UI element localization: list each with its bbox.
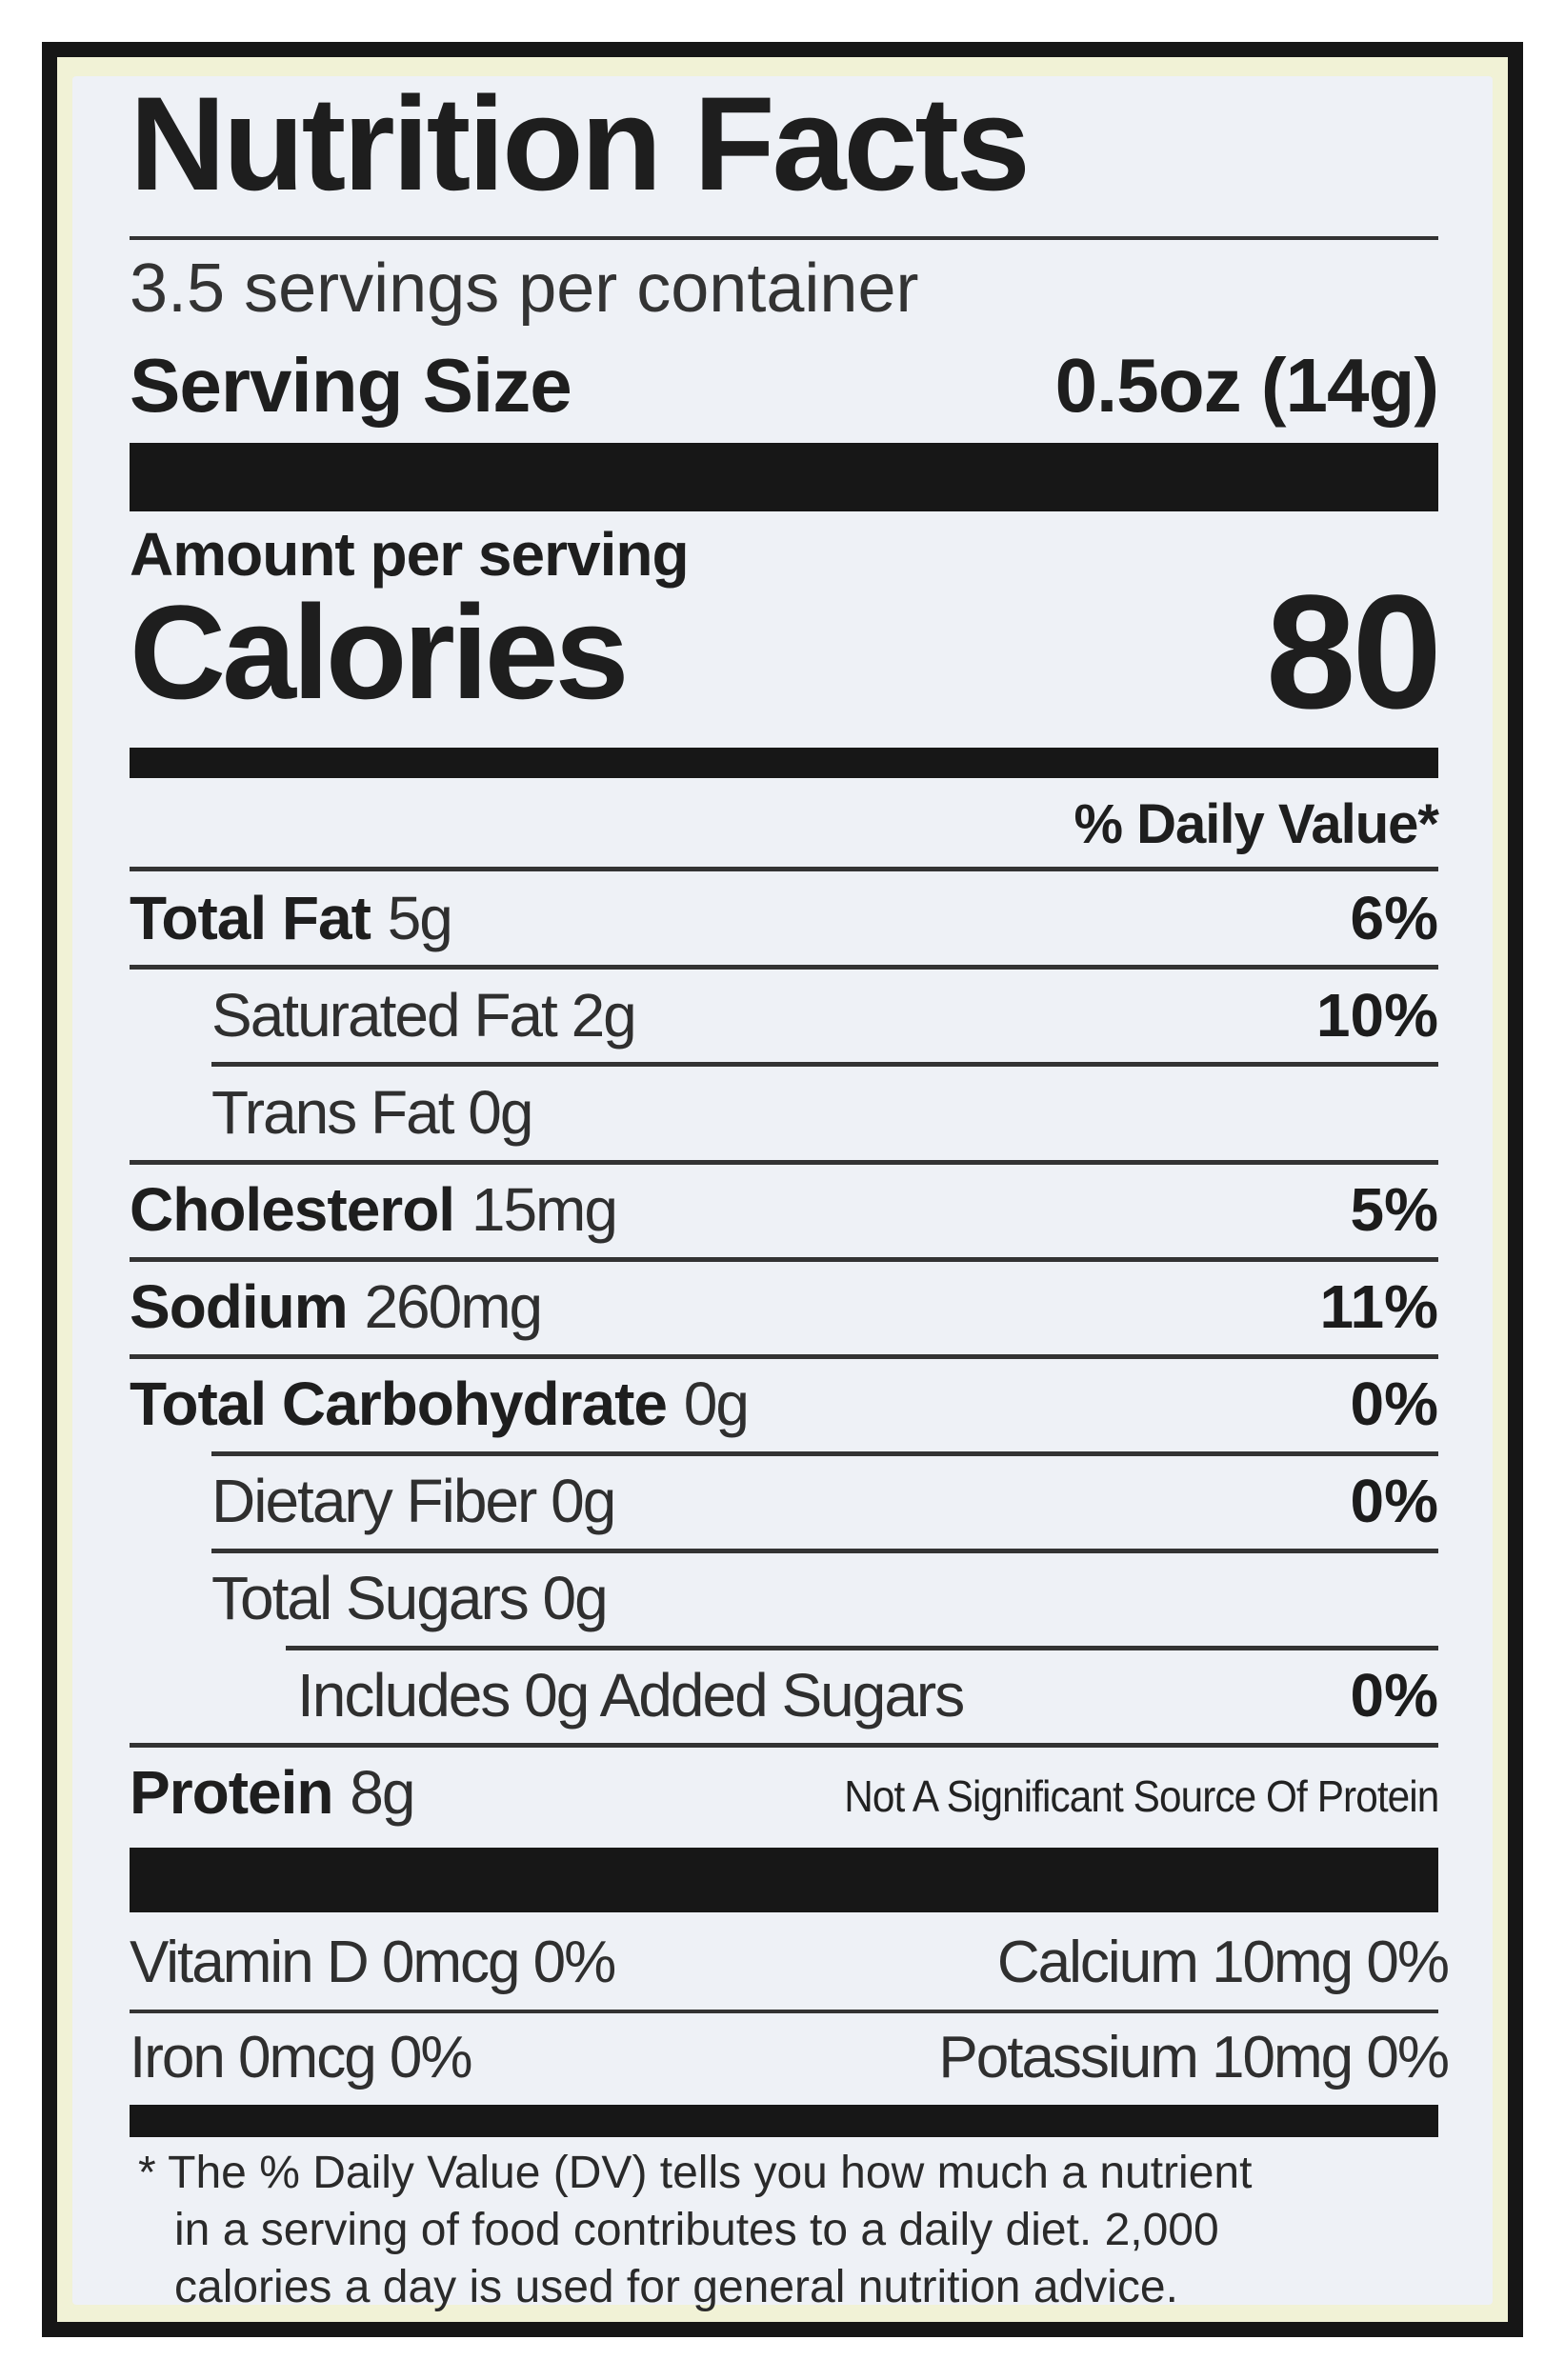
nutrient-row-total-fat: Total Fat 5g 6% [130,874,1438,962]
nutrient-row-cholesterol: Cholesterol 15mg 5% [130,1166,1438,1253]
nutrient-dv: 6% [1350,884,1439,952]
nutrient-amount: 8g [350,1758,415,1827]
protein-note: Not A Significant Source Of Protein [843,1771,1439,1821]
nutrient-name: Cholesterol [130,1175,455,1244]
nutrient-row-total-sugars: Total Sugars 0g [130,1554,1438,1642]
nutrient-dv: 0% [1350,1661,1439,1730]
nutrient-name: Saturated Fat [211,981,558,1050]
vitamin-d: Vitamin D 0mcg 0% [130,1930,616,1995]
potassium: Potassium 10mg 0% [938,2025,1450,2090]
serving-size-label: Serving Size [130,343,572,428]
vitamin-rule [130,2010,1438,2013]
nutrient-amount: 0g [542,1564,609,1632]
nutrient-amount: 0g [683,1370,750,1438]
row-rule [130,965,1438,970]
nutrient-dv: 11% [1319,1272,1438,1341]
row-rule [130,1160,1438,1165]
dv-rule [130,867,1438,871]
nutrient-row-total-carbohydrate: Total Carbohydrate 0g 0% [130,1360,1438,1448]
thick-bar-calories [130,748,1438,778]
nutrient-amount: 260mg [364,1272,543,1341]
nutrient-row-added-sugars: Includes 0g Added Sugars 0% [130,1651,1438,1739]
row-rule [211,1549,1438,1553]
thick-bar-vitamins [130,1848,1438,1912]
nutrient-amount: 15mg [471,1175,618,1244]
row-rule [211,1451,1438,1456]
thick-bar-top [130,443,1438,511]
row-rule [211,1062,1438,1067]
nutrition-title: Nutrition Facts [130,69,1031,218]
nutrient-row-protein: Protein 8g Not A Significant Source Of P… [130,1749,1439,1836]
nutrient-dv: 0% [1350,1370,1439,1438]
nutrient-row-trans-fat: Trans Fat 0g [130,1069,1438,1156]
nutrient-name: Total Sugars [211,1564,530,1632]
nutrient-name: Trans Fat [211,1078,454,1147]
nutrient-dv: 5% [1350,1175,1439,1244]
nutrient-amount: 2g [571,981,637,1050]
nutrient-name: Dietary Fiber [211,1467,537,1535]
row-rule [130,1743,1438,1748]
calcium: Calcium 10mg 0% [996,1930,1450,1995]
nutrient-name: Includes 0g Added Sugars [297,1661,965,1730]
footnote-line: in a serving of food contributes to a da… [174,2205,1219,2255]
thick-bar-bottom [130,2105,1438,2137]
nutrient-name: Protein [130,1758,333,1827]
servings-per-container: 3.5 servings per container [130,250,919,327]
row-rule [130,1257,1438,1262]
calories-value: 80 [1265,562,1442,743]
nutrient-name: Total Fat [130,884,371,952]
nutrient-name: Sodium [130,1272,349,1341]
nutrient-name: Total Carbohydrate [130,1370,668,1438]
nutrient-dv: 10% [1315,981,1438,1050]
amount-per-serving: Amount per serving [130,520,690,589]
nutrient-row-dietary-fiber: Dietary Fiber 0g 0% [130,1457,1438,1545]
row-rule [286,1646,1438,1650]
title-rule [130,236,1438,240]
row-rule [130,1354,1438,1359]
footnote-line: * The % Daily Value (DV) tells you how m… [138,2148,1253,2198]
nutrient-row-sodium: Sodium 260mg 11% [130,1263,1438,1350]
nutrient-row-saturated-fat: Saturated Fat 2g 10% [130,971,1438,1059]
daily-value-header: % Daily Value* [1073,793,1439,855]
nutrient-amount: 5g [387,884,453,952]
calories-label: Calories [130,577,629,727]
iron: Iron 0mcg 0% [130,2025,473,2090]
serving-size-value: 0.5oz (14g) [1054,343,1439,428]
nutrient-amount: 0g [468,1078,533,1147]
footnote: * The % Daily Value (DV) tells you how m… [138,2145,1453,2316]
nutrient-amount: 0g [551,1467,616,1535]
nutrient-dv: 0% [1350,1467,1439,1535]
footnote-line: calories a day is used for general nutri… [174,2262,1178,2312]
